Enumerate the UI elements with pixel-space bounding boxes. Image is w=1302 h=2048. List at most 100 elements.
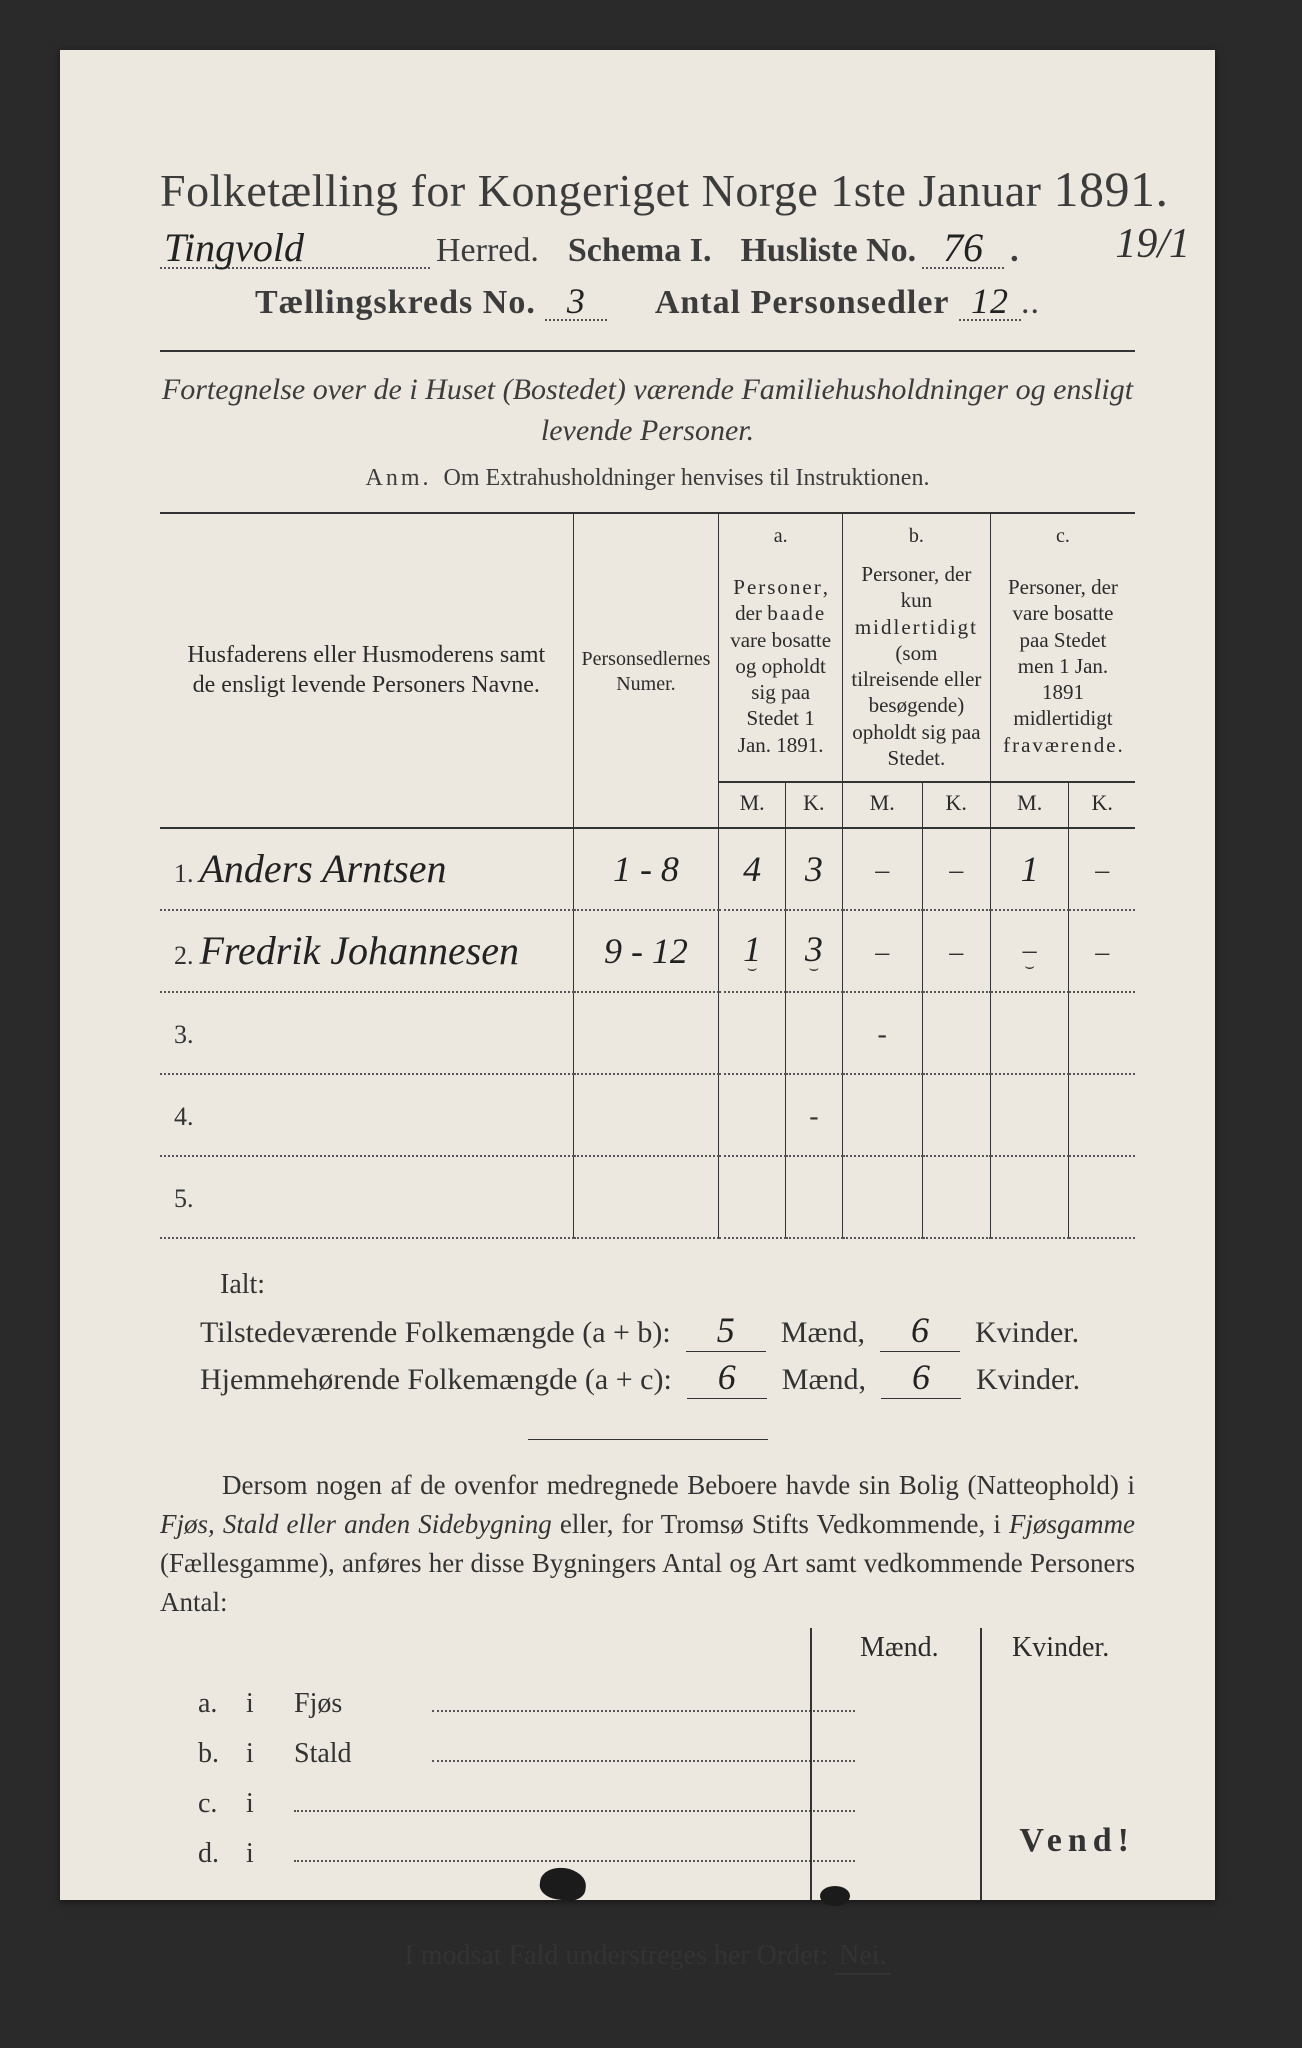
vend-label: Vend! [1019,1822,1135,1860]
abcd-letter: d. [198,1838,228,1870]
row-cM: 1 [1021,848,1039,890]
row-bM: – [875,855,889,886]
vline-icon [810,1628,812,1900]
census-table: Husfaderens eller Husmoderens samt de en… [160,512,1135,1239]
table-row: 3. - [160,992,1135,1074]
schema-label: Schema I. [568,232,712,270]
ialt-label: Ialt: [220,1269,1135,1301]
anm-label: Anm. [366,465,432,491]
abcd-name: Fjøs [294,1688,414,1720]
table-row: 4. - [160,1074,1135,1156]
row-bM: – [875,937,889,968]
sum2-mw: Mænd, [782,1363,866,1396]
row-number: 5. [174,1184,194,1213]
page-damage-icon [538,1865,588,1903]
bottom-line: I modsat Fald understreges her Ordet: Ne… [160,1940,1135,1972]
personsedler-label: Antal Personsedler [655,284,950,321]
sum-line-present: Tilstedeværende Folkemængde (a + b): 5 M… [200,1309,1135,1352]
col-c-k: K. [1069,782,1135,828]
abcd-letter: c. [198,1788,228,1820]
row-bK: – [949,855,963,886]
row-bM: - [878,1019,887,1050]
row-cK: – [1095,937,1109,968]
row-aM: 4 [743,848,761,890]
dotted-line [294,1832,855,1862]
col-a-letter: a. [719,513,843,555]
bottom-text: I modsat Fald understreges her Ordet: [404,1940,828,1971]
anm-text: Om Extrahusholdninger henvises til Instr… [444,465,930,491]
col-a-k: K. [785,782,842,828]
row-number: 4. [174,1102,194,1131]
col-c-letter: c. [990,513,1135,555]
abcd-letter: a. [198,1688,228,1720]
list-item: c. i [198,1782,1135,1820]
title-prefix: Folketælling for Kongeriget Norge 1ste J… [160,165,1041,216]
row-aK: - [809,1101,818,1132]
col-b-desc: Personer, der kun midlertidigt (som tilr… [842,555,990,782]
husliste-value: 76 [943,230,983,266]
sum2-k: 6 [912,1356,930,1398]
abcd-i: i [246,1788,276,1820]
sum-line-resident: Hjemmehørende Folkemængde (a + c): 6 Mæn… [200,1356,1135,1399]
vline-icon [980,1628,982,1900]
row-cK: – [1095,855,1109,886]
row-number: 2. [174,941,194,970]
row-aK: 3 [805,848,823,890]
list-item: b. i Stald [198,1732,1135,1770]
row-number: 1. [174,859,194,888]
header-line-3: Tællingskreds No. 3 Antal Personsedler 1… [160,284,1135,322]
mid-rule [528,1439,768,1440]
kreds-label: Tællingskreds No. [255,284,536,321]
col-b-m: M. [842,782,922,828]
abcd-list: a. i Fjøs b. i Stald c. i d. [198,1682,1135,1870]
herred-label: Herred. [436,232,539,270]
col-c-desc: Personer, der vare bosatte paa Stedet me… [990,555,1135,782]
personsedler-dot: .. [1021,284,1040,321]
document-page: 19/1 Folketælling for Kongeriget Norge 1… [60,50,1215,1900]
abcd-i: i [246,1738,276,1770]
separator-line [160,350,1135,352]
list-item: a. i Fjøs [198,1682,1135,1720]
husliste-dot: . [1010,232,1019,270]
dotted-line [432,1682,855,1712]
dotted-line [294,1782,855,1812]
row-num: 1 - 8 [613,848,679,890]
herred-value: Tingvold [164,230,304,266]
col-b-k: K. [922,782,990,828]
col-a-m: M. [719,782,785,828]
header-line-2: Tingvold Herred. Schema I. Husliste No. … [160,230,1135,270]
maend-label: Mænd. [860,1632,939,1664]
title-year: 1891. [1053,161,1168,217]
col-c-m: M. [990,782,1069,828]
row-num: 9 - 12 [604,930,688,972]
kreds-value: 3 [567,285,586,317]
abcd-letter: b. [198,1738,228,1770]
sum1-kw: Kvinder. [975,1316,1079,1349]
bottom-nei: Nei. [835,1940,890,1975]
row-name: Fredrik Johannesen [200,927,520,974]
sum2-label: Hjemmehørende Folkemængde (a + c): [200,1363,672,1396]
col-num-header: Personsedlernes Numer. [573,513,719,828]
row-number: 3. [174,1020,194,1049]
row-name: Anders Arntsen [200,845,447,892]
sum1-mw: Mænd, [781,1316,865,1349]
col-b-letter: b. [842,513,990,555]
sum2-kw: Kvinder. [976,1363,1080,1396]
paragraph: Dersom nogen af de ovenfor medregnede Be… [160,1466,1135,1623]
table-row: 1.Anders Arntsen 1 - 8 4 3 – – 1 – [160,828,1135,910]
sum2-m: 6 [718,1356,736,1398]
sum1-k: 6 [911,1309,929,1351]
row-bK: – [949,937,963,968]
abcd-i: i [246,1838,276,1870]
page-damage-icon [820,1886,850,1906]
personsedler-value: 12 [971,285,1009,317]
abcd-name: Stald [294,1738,414,1770]
anm-line: Anm. Om Extrahusholdninger henvises til … [160,465,1135,492]
margin-note: 19/1 [1115,220,1190,268]
subtitle: Fortegnelse over de i Huset (Bostedet) v… [160,370,1135,451]
col-a-desc: Personer, der baade vare bosatte og opho… [719,555,843,782]
main-title: Folketælling for Kongeriget Norge 1ste J… [160,160,1135,218]
sum1-m: 5 [717,1309,735,1351]
mk-headers: Mænd. Kvinder. [160,1632,1135,1670]
col-name-header: Husfaderens eller Husmoderens samt de en… [160,513,573,828]
